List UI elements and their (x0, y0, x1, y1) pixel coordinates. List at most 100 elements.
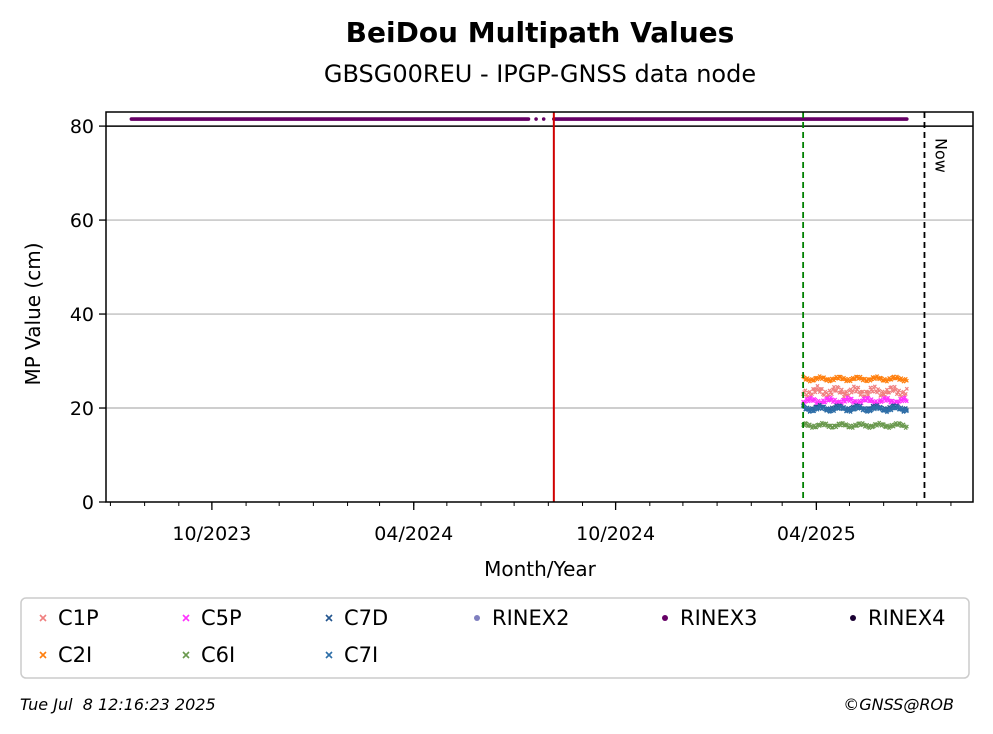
point-c6i (888, 424, 893, 429)
point-c5p (902, 395, 907, 400)
legend-marker-c7i (325, 651, 333, 659)
legend-label-c1p: C1P (58, 606, 99, 630)
y-tick-label-20: 20 (70, 398, 94, 420)
legend-marker-c1p (39, 614, 47, 622)
legend-label-c5p: C5P (201, 606, 242, 630)
point-c7i (838, 404, 843, 409)
chart-subtitle: GBSG00REU - IPGP-GNSS data node (324, 60, 756, 88)
point-c7i (889, 408, 894, 413)
legend-label-c7i: C7I (344, 643, 378, 667)
point-c7i (816, 406, 821, 411)
legend-marker-c5p (182, 614, 190, 622)
point-c2i (822, 375, 827, 380)
point-c2i (858, 374, 863, 379)
series-layer (129, 117, 909, 431)
legend-label-c6i: C6I (201, 643, 235, 667)
y-axis-ticks: 0 20 40 60 80 (70, 116, 106, 514)
point-c1p (844, 389, 849, 394)
point-c5p (808, 395, 813, 400)
legend-label-rinex3: RINEX3 (680, 606, 758, 630)
point-c1p (817, 390, 822, 395)
point-c1p (827, 388, 832, 393)
series-c7i (801, 403, 909, 415)
point-c1p (886, 390, 891, 395)
legend-item-rinex2: RINEX2 (474, 606, 570, 630)
point-c5p (866, 395, 871, 401)
point-c6i (891, 424, 896, 429)
point-c1p (877, 388, 882, 393)
legend-item-c7i: C7I (325, 643, 378, 667)
point-c7i (859, 406, 864, 411)
point-c1p (813, 390, 818, 395)
legend-label-rinex2: RINEX2 (492, 606, 570, 630)
legend-item-c7d: C7D (325, 606, 388, 630)
point-c5p (813, 397, 818, 402)
point-c1p (880, 389, 885, 394)
point-c6i (861, 422, 866, 427)
vertical-markers: Now (552, 112, 950, 502)
point-c1p (897, 388, 902, 393)
x-axis-ticks: 10/2023 04/2024 10/2024 04/2025 (109, 502, 952, 545)
point-c5p (900, 399, 905, 404)
point-c5p (859, 401, 864, 406)
y-tick-label-60: 60 (70, 210, 94, 232)
point-c2i (831, 378, 837, 383)
point-c6i (881, 422, 886, 427)
point-c7i (862, 406, 867, 411)
point-c5p (904, 399, 909, 404)
point-c7i (872, 407, 877, 412)
point-c5p (849, 396, 854, 401)
point-c7i (904, 409, 909, 414)
point-c1p (868, 385, 873, 390)
point-c1p (892, 384, 897, 389)
point-c7i (822, 404, 827, 409)
point-c1p (834, 388, 839, 393)
point-c2i (855, 374, 860, 379)
point-c1p (856, 385, 861, 390)
legend-marker-c2i (39, 651, 47, 659)
point-c2i (805, 376, 810, 381)
legend-item-c6i: C6I (182, 643, 235, 667)
point-c1p (858, 392, 863, 397)
series-c1p (801, 383, 909, 400)
chart-title: BeiDou Multipath Values (346, 16, 735, 49)
point-rinex3 (534, 117, 538, 121)
x-tick-label-3: 04/2025 (777, 523, 856, 545)
point-c1p (803, 388, 808, 393)
point-c1p (887, 390, 892, 395)
point-c1p (841, 394, 846, 399)
point-c5p (833, 397, 838, 402)
point-c5p (845, 395, 850, 400)
point-c1p (860, 389, 865, 394)
point-rinex3 (905, 117, 909, 121)
x-axis-label: Month/Year (484, 557, 597, 581)
point-c1p (843, 391, 848, 396)
series-c2i (801, 374, 909, 384)
point-c5p (890, 398, 895, 403)
point-c6i (818, 423, 823, 428)
legend-label-c2i: C2I (58, 643, 92, 667)
legend-marker-c7d (325, 614, 333, 622)
point-c6i (904, 424, 909, 429)
point-c2i (889, 377, 894, 382)
legend-marker-rinex4 (850, 615, 856, 621)
point-c1p (819, 386, 824, 391)
point-c1p (872, 384, 877, 389)
point-c5p (869, 397, 874, 402)
point-c2i (904, 378, 909, 383)
y-tick-label-40: 40 (70, 304, 94, 326)
point-c2i (843, 377, 848, 382)
point-c5p (870, 399, 875, 404)
y-tick-label-0: 0 (82, 492, 94, 514)
point-c6i (814, 425, 819, 430)
point-rinex3 (541, 117, 546, 121)
legend-label-rinex4: RINEX4 (868, 606, 946, 630)
grid-lines (106, 125, 973, 409)
x-tick-label-2: 10/2024 (576, 523, 655, 545)
point-c5p (806, 399, 811, 404)
point-c7i (805, 405, 810, 410)
legend-item-c5p: C5P (182, 606, 242, 630)
point-c5p (843, 399, 848, 404)
point-c6i (850, 425, 855, 431)
